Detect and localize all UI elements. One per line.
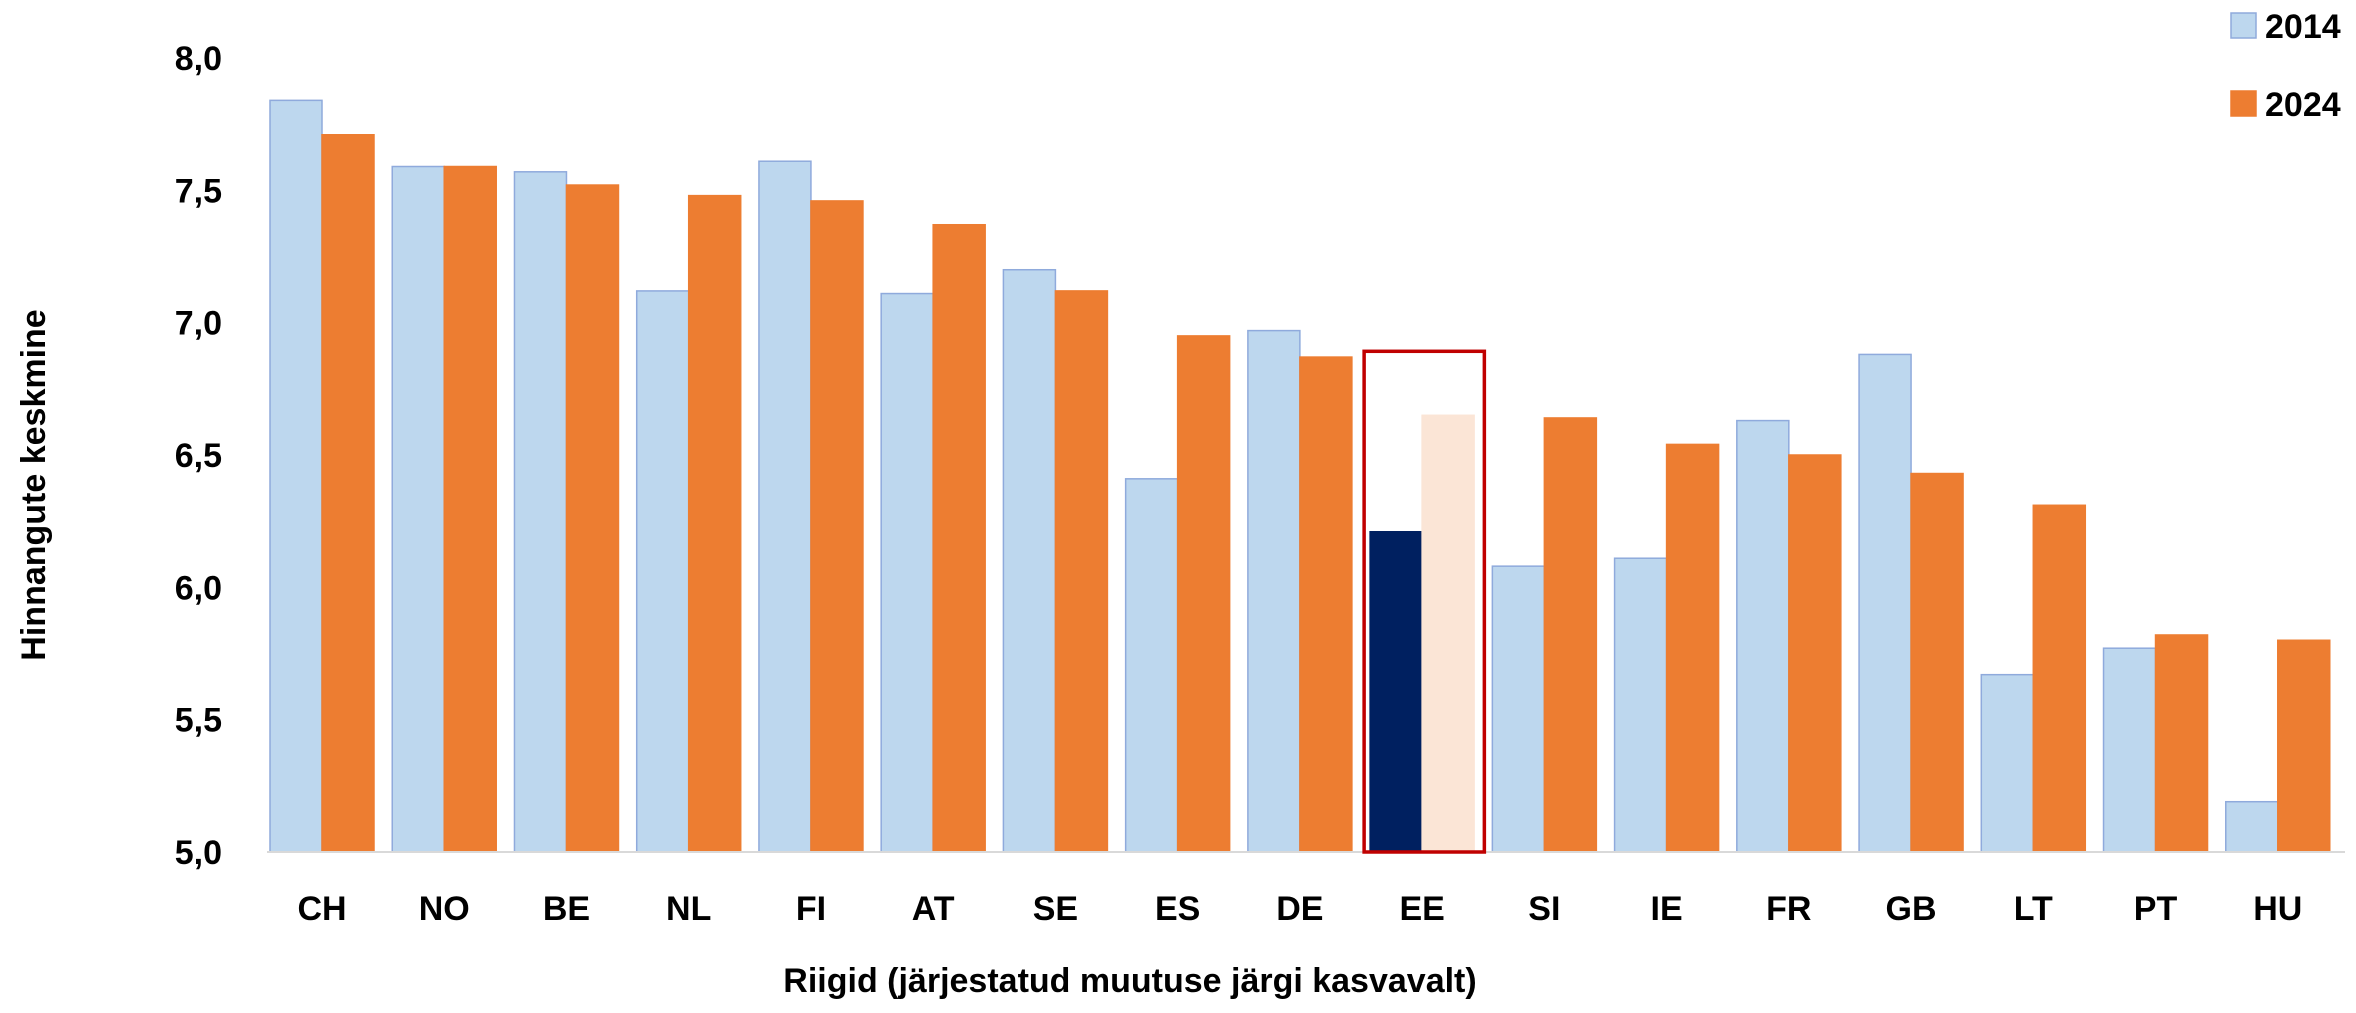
x-tick-label: NO: [419, 890, 470, 928]
x-tick-label: NL: [666, 890, 711, 928]
bar-ch-2024: [321, 134, 375, 853]
bar-lt-2014: [1980, 673, 2035, 853]
highlight-frame-group: [1362, 349, 1487, 854]
bar-at-2024: [932, 223, 986, 853]
x-tick-label: BE: [543, 890, 590, 928]
bar-ee-2014: [1369, 531, 1423, 853]
bar-no-2024: [443, 165, 497, 853]
x-tick-label: AT: [912, 890, 955, 928]
x-tick-label: GB: [1886, 890, 1937, 928]
bar-hu-2024: [2277, 639, 2331, 853]
bar-fi-2024: [810, 200, 864, 853]
y-tick-label: 6,0: [175, 569, 222, 607]
bar-ch-2014: [269, 99, 323, 853]
y-tick-label: 5,0: [175, 834, 222, 872]
y-tick-label: 5,5: [175, 702, 222, 740]
bar-at-2014: [880, 292, 934, 853]
legend-swatch-2024: [2230, 90, 2257, 117]
x-axis: CH NO BE NL FI AT SE ES DE EE SI IE FR GB LT PT HU: [267, 851, 2345, 928]
bar-de-2024: [1299, 356, 1353, 853]
y-tick-label: 6,5: [175, 437, 222, 475]
bar-gb-2024: [1910, 472, 1964, 853]
bar-si-2014: [1491, 565, 1546, 853]
bar-be-2014: [513, 171, 568, 853]
legend-label: 2024: [2265, 86, 2341, 124]
y-axis-title: Hinnangute keskmine: [15, 309, 53, 660]
highlight-frame: [1362, 349, 1487, 854]
y-tick-label: 7,5: [175, 172, 222, 210]
bar-lt-2024: [2032, 504, 2087, 853]
bar-se-2014: [1002, 268, 1057, 853]
x-tick-label: LT: [2014, 890, 2053, 928]
bar-nl-2014: [635, 290, 690, 853]
legend-swatch-2014: [2230, 12, 2257, 39]
bar-no-2014: [391, 165, 445, 853]
bar-hu-2014: [2225, 800, 2279, 853]
bar-si-2024: [1543, 417, 1598, 853]
bars: [269, 99, 2331, 853]
bar-be-2024: [565, 184, 620, 853]
bar-fr-2024: [1788, 454, 1842, 853]
bar-ee-2024: [1421, 414, 1475, 853]
x-tick-label: CH: [297, 890, 346, 928]
x-axis-title: Riigid (järjestatud muutuse järgi kasvav…: [783, 962, 1476, 1000]
x-tick-label: DE: [1276, 890, 1323, 928]
legend-label: 2014: [2265, 8, 2341, 46]
bar-de-2014: [1247, 329, 1301, 853]
x-tick-label: FR: [1766, 890, 1811, 928]
bar-es-2014: [1124, 478, 1179, 853]
bar-gb-2014: [1858, 353, 1912, 853]
x-tick-label: SE: [1033, 890, 1078, 928]
bar-ie-2014: [1613, 557, 1668, 853]
x-tick-label: IE: [1651, 890, 1683, 928]
y-axis: 5,0 5,5 6,0 6,5 7,0 7,5 8,0: [175, 40, 222, 872]
bar-fi-2014: [758, 160, 812, 853]
legend: 2014 2024: [2230, 8, 2341, 124]
bar-fr-2014: [1736, 419, 1790, 853]
bar-se-2024: [1054, 290, 1109, 853]
x-tick-label: SI: [1528, 890, 1560, 928]
bar-ie-2024: [1665, 443, 1720, 853]
y-tick-label: 7,0: [175, 305, 222, 343]
x-tick-label: EE: [1399, 890, 1444, 928]
x-tick-label: FI: [796, 890, 826, 928]
bar-pt-2014: [2102, 647, 2157, 853]
bar-pt-2024: [2154, 634, 2209, 853]
x-tick-label: HU: [2253, 890, 2302, 928]
y-tick-label: 8,0: [175, 40, 222, 78]
bar-es-2024: [1176, 335, 1231, 853]
x-tick-label: PT: [2134, 890, 2178, 928]
x-tick-label: ES: [1155, 890, 1200, 928]
bar-nl-2024: [687, 194, 742, 853]
